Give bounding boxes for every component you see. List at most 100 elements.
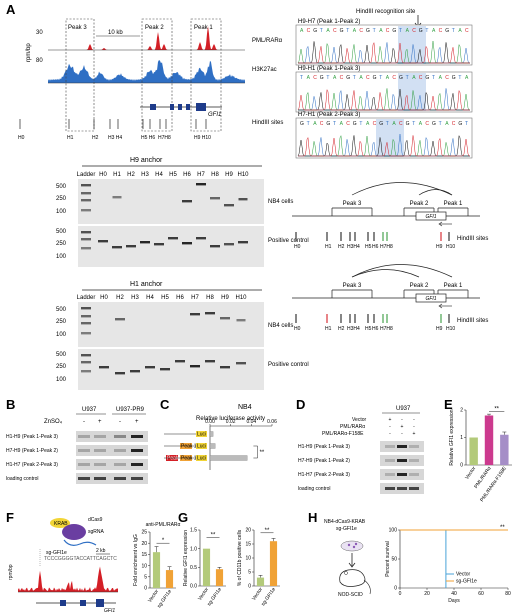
svg-text:T: T [399,28,402,34]
f-scale: 2 kb [96,548,106,554]
blot-band [78,449,90,452]
gel1-ladder-500a: 500 [56,184,67,190]
gel1-positive [78,226,264,267]
dish-icon [340,540,364,552]
f-chip-track [18,566,118,592]
c-luc-box [196,443,207,449]
gel2-ladder-100b: 100 [56,377,67,383]
track-label-pml: PML/RARα [252,38,283,44]
svg-text:C: C [340,75,344,81]
panel-b-blots [76,431,148,484]
y-tick-label: 20 [141,541,147,547]
svg-text:T: T [406,75,409,81]
chart-title: anti-PML/RARα [146,522,181,528]
gel-band [210,245,220,248]
svg-text:C: C [412,28,416,34]
gel-band [126,245,136,248]
d-row-1: H1-H9 (Peak 1-Peak 3) [298,444,350,450]
svg-text:T: T [320,28,323,34]
svg-text:G: G [313,28,317,34]
y-axis-label: Fold enrichment vs IgG [133,534,139,586]
bar [215,569,224,586]
panel-f: F KRAB dCas9 sgRNA sg-GFI1e TCCCGGGGTACC… [6,510,181,614]
gel-band [81,307,91,310]
svg-text:A: A [465,75,469,81]
gel-lane-label: H8 [211,172,219,178]
svg-text:C: C [313,75,317,81]
svg-text:C: C [373,121,377,127]
legend-label: Vector [456,572,471,578]
gel-band [81,370,91,373]
svg-text:C: C [419,75,423,81]
c-luc-label: Luci [197,432,206,438]
gel-band [224,243,234,246]
c-bar [209,443,216,449]
track-label-h3k27ac: H3K27ac [252,67,277,73]
gel-band [81,209,91,212]
svg-text:C: C [333,28,337,34]
blot-band [114,463,126,466]
c-bar [209,431,214,437]
gel-band [196,237,206,240]
blot-band [385,473,395,476]
track-ymax-1: 30 [36,30,43,36]
svg-text:G: G [353,121,357,127]
gel-band [175,360,185,363]
loop-site-label: H1 [325,244,332,250]
gel-band [81,247,91,250]
svg-text:C: C [452,121,456,127]
gel-lane-label: H8 [206,295,214,301]
d-sign: - [389,431,391,437]
blot-band [397,445,407,448]
h-y-label: Percent survival [385,541,391,577]
h-cells-sg: sg-GFI1e [336,526,357,532]
gel1-ladder-100b: 100 [56,254,67,260]
gel-band [238,241,248,244]
loop-site-label: H3H4 [347,326,360,332]
gel-lane-label: H3 [141,172,149,178]
d-cond-3: PML/RARα-F158E [322,431,364,437]
b-sign-4: + [135,419,139,425]
significance-mark: ** [500,525,505,531]
gel-band [112,246,122,249]
loop-peak-label: Peak 1 [444,201,463,207]
peak1-label: Peak 1 [194,25,213,31]
c-axis-title: Relative luciferase activity [196,416,265,422]
h-x-tick: 40 [451,591,457,597]
znso4-label: ZnSO₄ [44,419,63,425]
y-tick-label: 15 [141,552,147,558]
d-sign: + [389,417,392,423]
c-tick-label: 0.06 [267,419,277,425]
loop-site-label: H10 [446,326,455,332]
blot-strip [76,445,148,456]
gel-band [112,196,122,199]
sgrna-label: sgRNA [88,529,105,535]
b-sign-1: - [83,419,85,425]
svg-text:C: C [307,28,311,34]
svg-text:C: C [399,121,403,127]
chromo-title-1: H9-H7 (Peak 1-Peak 2) [298,19,360,25]
gel1-nb4 [78,179,264,224]
svg-text:G: G [445,28,449,34]
svg-text:A: A [326,28,330,34]
gel1-row-nb4: NB4 cells [268,199,293,205]
svg-text:G: G [346,75,350,81]
bar [469,437,478,465]
svg-text:T: T [300,75,303,81]
loop-site-label: H1 [325,326,332,332]
blot-band [409,487,419,490]
loop-site-label: H5 [365,244,372,250]
gel-lane-label: Ladder [77,172,96,178]
blot-band [131,477,143,480]
c-luc-box [196,431,207,437]
group-u937-pr9: U937-PR9 [116,407,145,413]
svg-text:T: T [333,121,336,127]
svg-text:C: C [392,75,396,81]
gel-band [98,240,108,243]
blot-band [131,435,143,438]
svg-text:A: A [439,75,443,81]
bar [256,577,265,586]
site-h0: H0 [18,135,25,141]
